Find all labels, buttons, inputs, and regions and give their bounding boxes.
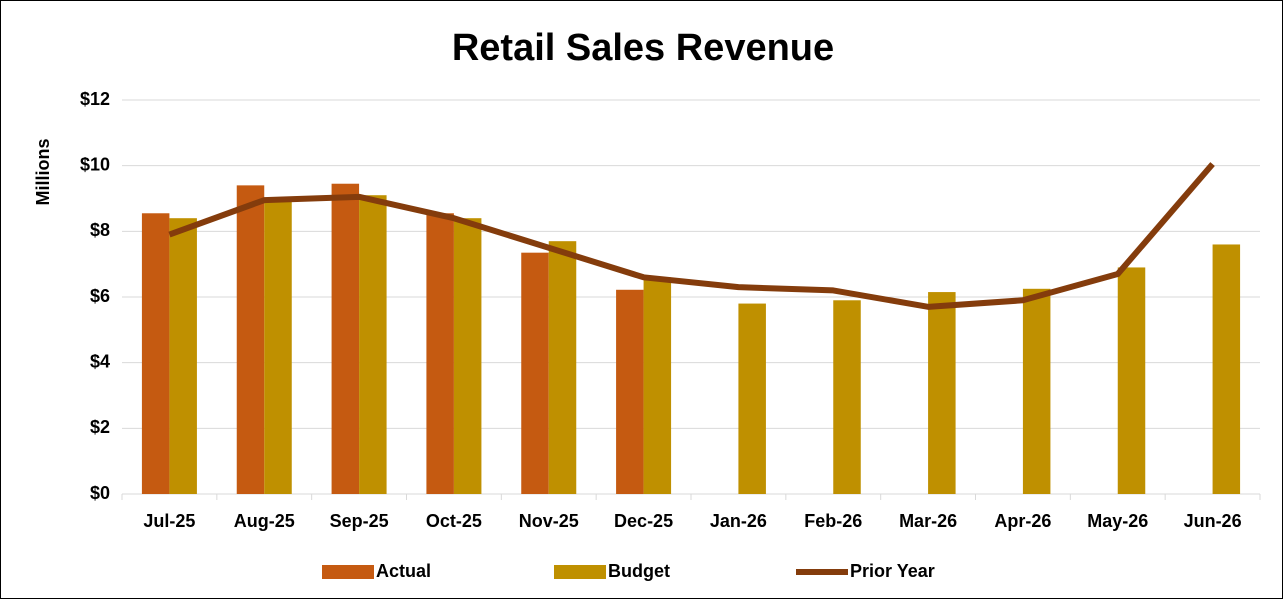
- bar: [928, 292, 956, 494]
- x-tick-label: Aug-25: [234, 511, 295, 531]
- line: [168, 162, 1215, 310]
- bar: [359, 195, 387, 494]
- bar: [833, 300, 861, 494]
- x-tick-label: Apr-26: [994, 511, 1051, 531]
- y-tick-label: $6: [90, 286, 110, 306]
- x-tick-label: Dec-25: [614, 511, 673, 531]
- y-axis-label: Millions: [33, 139, 53, 206]
- y-tick-label: $4: [90, 351, 110, 371]
- legend-label: Budget: [608, 561, 670, 581]
- legend-label: Prior Year: [850, 561, 935, 581]
- x-tick-label: Nov-25: [519, 511, 579, 531]
- x-tick-label: Oct-25: [426, 511, 482, 531]
- bar: [426, 213, 454, 494]
- y-tick-label: $0: [90, 483, 110, 503]
- x-tick-label: Jun-26: [1184, 511, 1242, 531]
- y-tick-label: $2: [90, 417, 110, 437]
- bar: [643, 277, 672, 494]
- x-tick-label: Mar-26: [899, 511, 957, 531]
- legend-swatch: [554, 565, 606, 579]
- y-tick-label: $12: [80, 89, 110, 109]
- bar: [1022, 288, 1051, 494]
- bar: [169, 218, 197, 494]
- y-tick-label: $8: [90, 220, 110, 240]
- x-tick-label: Jul-25: [143, 511, 195, 531]
- bar: [331, 183, 360, 494]
- bar: [548, 241, 577, 494]
- x-tick-label: Jan-26: [710, 511, 767, 531]
- chart-title: Retail Sales Revenue: [452, 27, 834, 69]
- bar: [453, 218, 482, 494]
- bar: [1212, 244, 1241, 494]
- x-tick-label: May-26: [1087, 511, 1148, 531]
- x-tick-label: Sep-25: [330, 511, 389, 531]
- bar: [616, 289, 644, 494]
- bar: [236, 185, 265, 494]
- x-tick-label: Feb-26: [804, 511, 862, 531]
- bar: [738, 303, 766, 494]
- legend-swatch: [322, 565, 374, 579]
- bar: [264, 198, 292, 494]
- bar: [521, 252, 549, 494]
- bar: [141, 213, 170, 494]
- legend-label: Actual: [376, 561, 431, 581]
- y-tick-label: $10: [80, 154, 110, 174]
- bar: [1117, 267, 1146, 494]
